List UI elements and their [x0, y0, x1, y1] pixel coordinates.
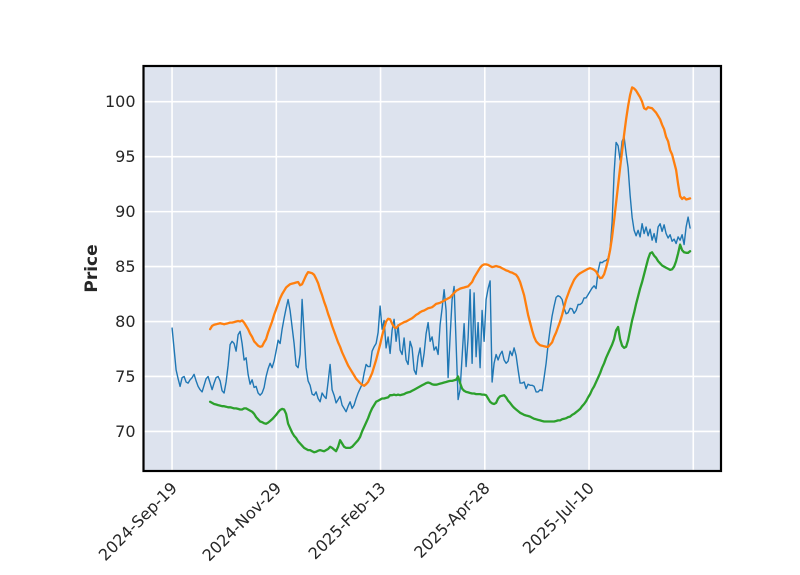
- y-tick-label: 70: [115, 422, 135, 441]
- orange-line: [208, 86, 692, 387]
- series-group: [171, 86, 692, 454]
- x-tick-label: 2024-Sep-19: [95, 478, 181, 564]
- x-tick-label: 2025-Jul-10: [519, 478, 598, 557]
- y-tick-label: 75: [115, 367, 135, 386]
- x-tick-label: 2025-Apr-28: [410, 478, 493, 561]
- plot-frame: [142, 64, 723, 473]
- y-tick-label: 85: [115, 257, 135, 276]
- y-tick-label: 95: [115, 147, 135, 166]
- green-line: [208, 243, 692, 454]
- x-tick-label: 2024-Nov-29: [199, 478, 286, 565]
- x-tick-label: 2025-Feb-13: [305, 478, 390, 563]
- blue-line: [171, 136, 691, 413]
- plot-background: [143, 66, 721, 471]
- y-axis-title: Price: [82, 244, 102, 292]
- y-tick-label: 100: [105, 92, 136, 111]
- y-tick-label: 90: [115, 202, 135, 221]
- y-axis-tick-labels: 70 75 80 85 90 95 100: [105, 92, 136, 441]
- y-tick-label: 80: [115, 312, 135, 331]
- x-axis-tick-labels: 2024-Sep-19 2024-Nov-29 2025-Feb-13 2025-Ap…: [95, 478, 598, 565]
